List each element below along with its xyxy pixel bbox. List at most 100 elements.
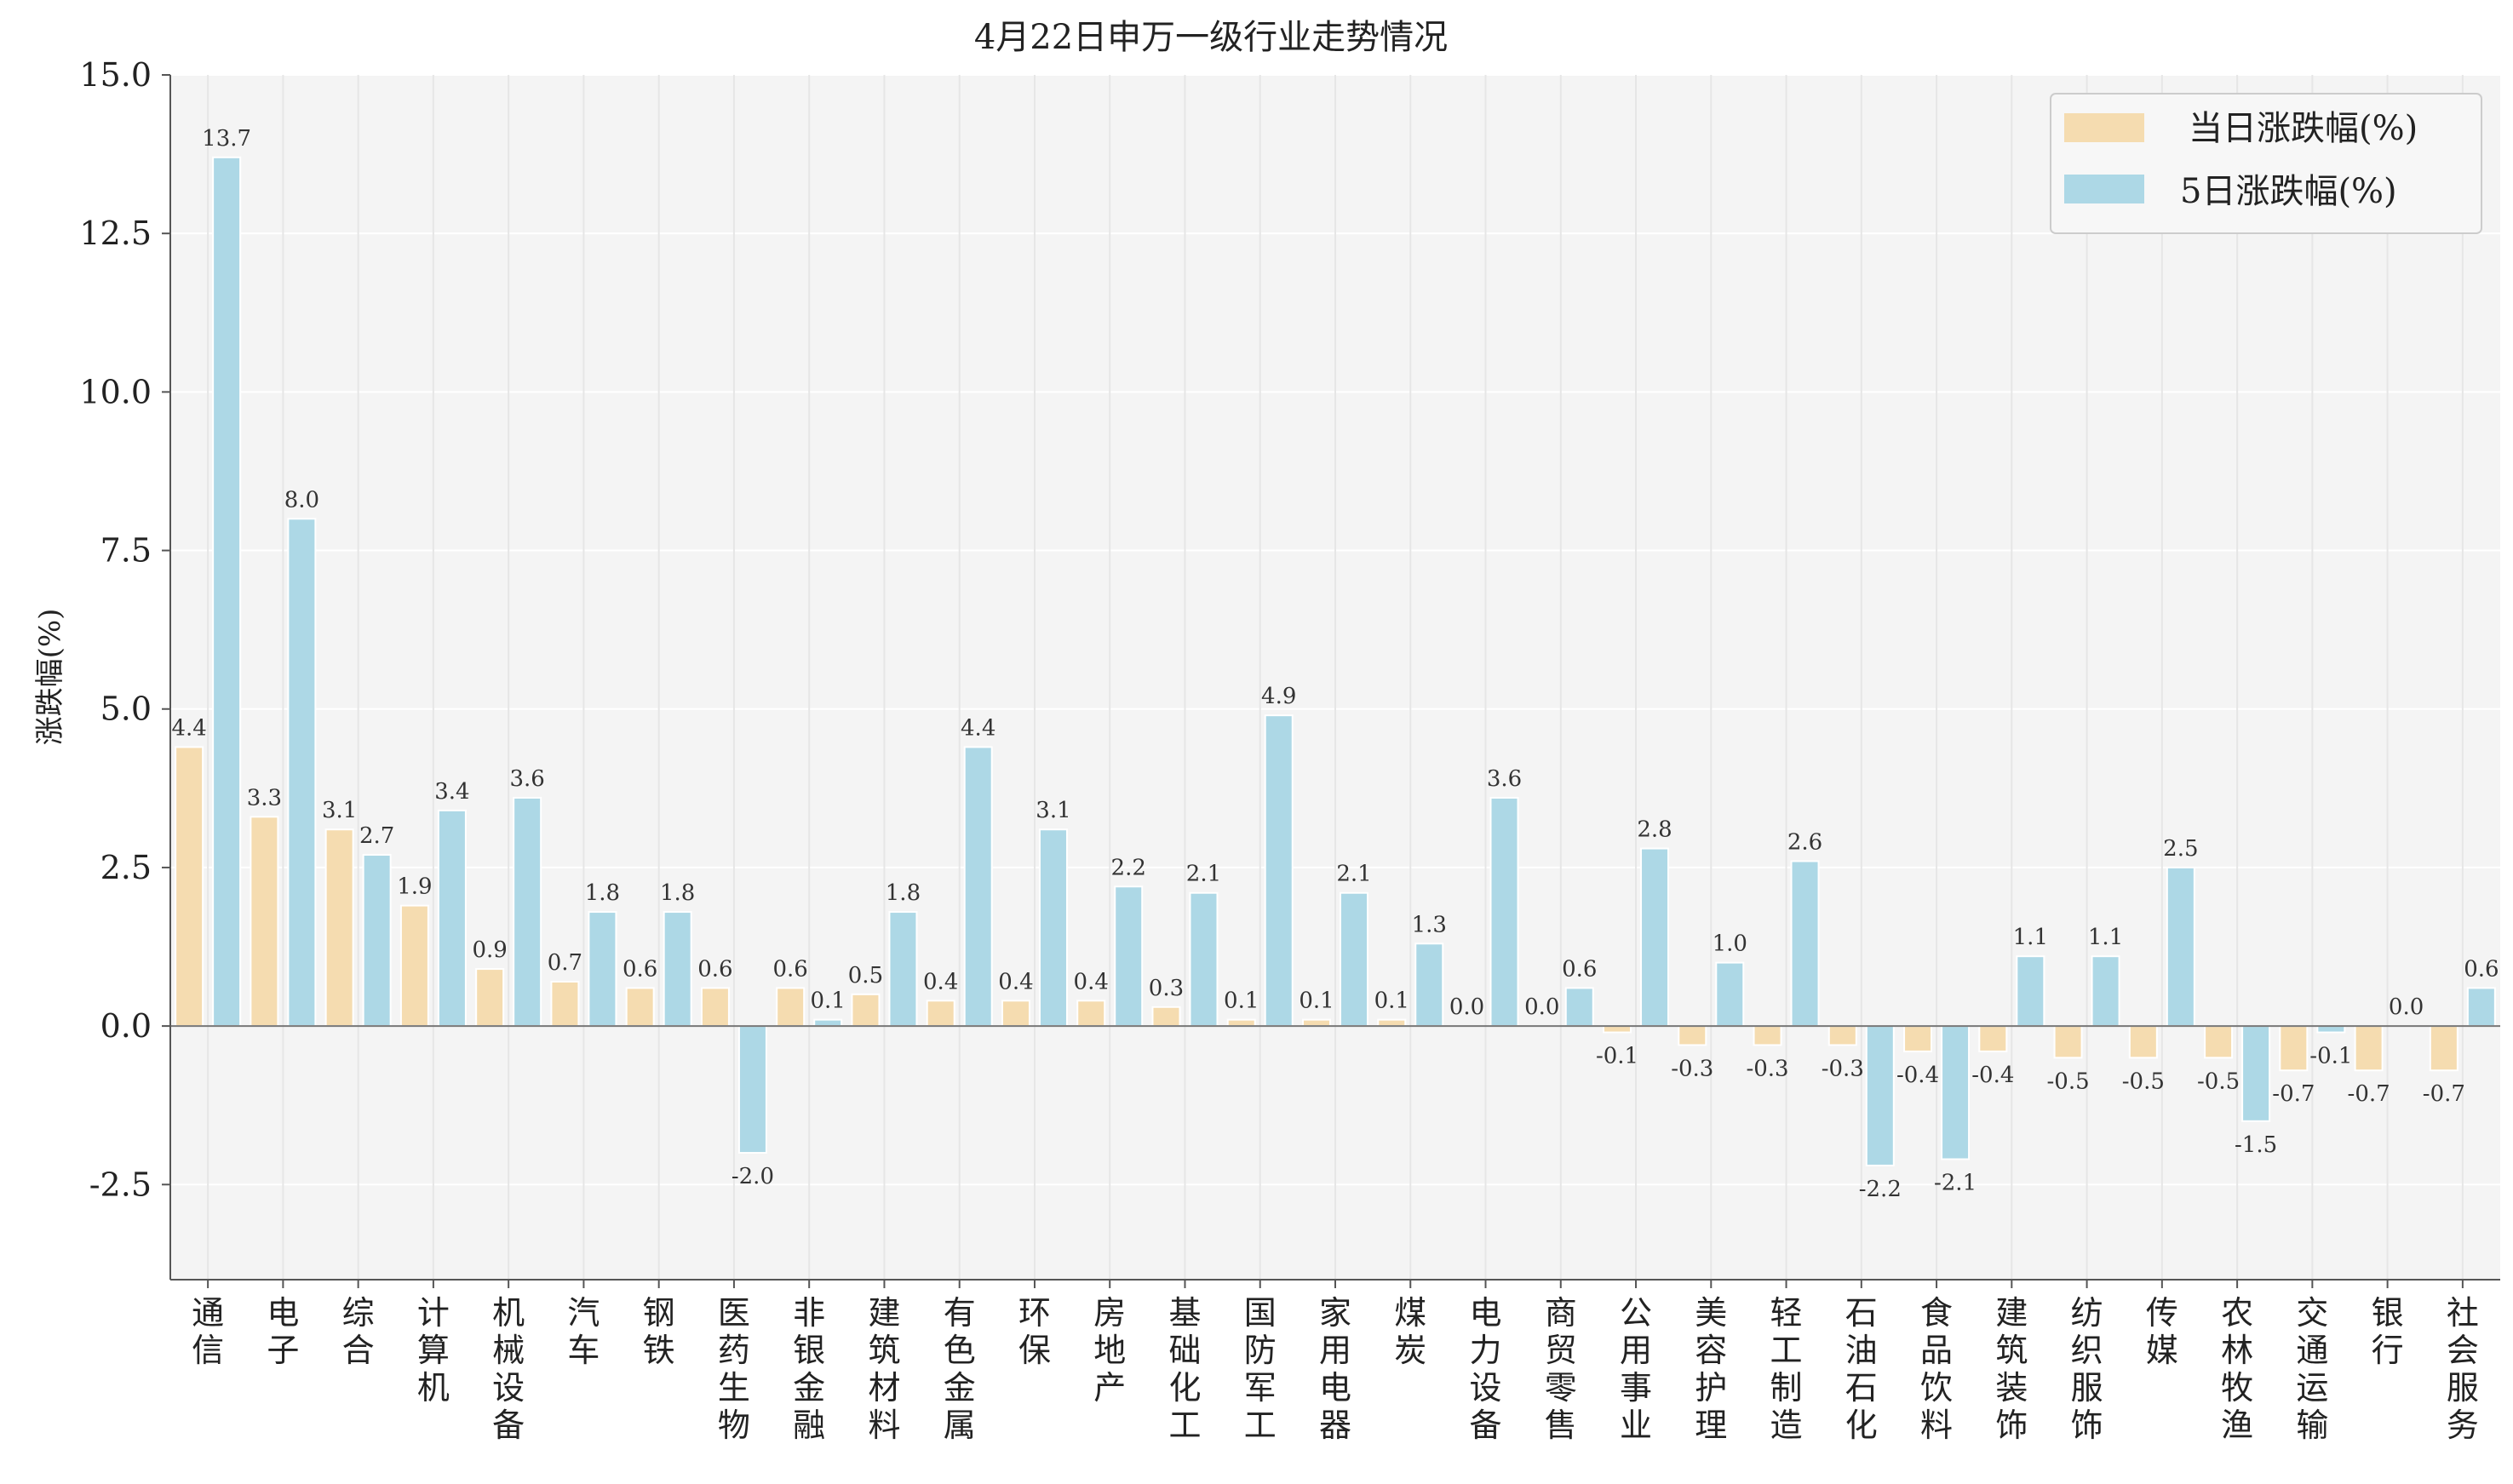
bar-label-5day: 1.0: [1713, 931, 1747, 957]
bar-5day: [1038, 828, 1068, 1028]
x-tick-label: 非银金融: [793, 1294, 825, 1444]
x-tick-label: 家用电器: [1319, 1294, 1351, 1444]
x-tick-label: 社会服务: [2447, 1294, 2479, 1444]
bar-daily: [1302, 1018, 1331, 1028]
bar-daily: [1226, 1018, 1256, 1028]
x-tick-label: 环保: [1018, 1294, 1051, 1369]
bar-label-daily: -0.5: [2122, 1069, 2165, 1094]
bar-5day: [1414, 943, 1444, 1028]
bar-5day: [287, 518, 317, 1028]
bar-daily: [475, 968, 505, 1028]
bar-daily: [1603, 1025, 1632, 1034]
bar-label-5day: -0.1: [2309, 1044, 2352, 1069]
x-tick-label: 食品饮料: [1920, 1294, 1953, 1444]
bar-5day: [588, 911, 617, 1028]
bar-label-5day: 2.1: [1336, 862, 1371, 887]
x-tick-label: 交通运输: [2296, 1294, 2328, 1444]
bar-label-daily: -0.7: [2348, 1081, 2390, 1107]
legend-label-5day: 5日涨跌幅(%): [2180, 172, 2397, 211]
bar-daily: [2429, 1025, 2458, 1072]
x-tick-label: 国防军工: [1244, 1294, 1277, 1444]
bar-daily: [550, 980, 580, 1028]
bar-5day: [2091, 955, 2120, 1028]
bar-label-daily: 0.6: [623, 956, 657, 982]
bar-5day: [1715, 961, 1745, 1028]
bar-label-daily: 0.4: [923, 969, 958, 994]
y-tick-label: 15.0: [79, 56, 152, 94]
bars: [175, 156, 2496, 1166]
bar-label-daily: -0.4: [1971, 1063, 2014, 1088]
bar-label-daily: 0.7: [548, 950, 582, 976]
bar-5day: [963, 746, 993, 1028]
y-tick-label: 0.0: [100, 1007, 152, 1045]
bar-5day: [1189, 891, 1219, 1028]
bar-label-daily: 0.1: [1299, 988, 1334, 1014]
y-axis-ticks: -2.5 0.0 2.5 5.0 7.5 10.0 12.5 15.0: [79, 56, 170, 1203]
x-tick-label: 综合: [342, 1294, 375, 1369]
bar-daily: [1753, 1025, 1782, 1046]
bar-label-daily: 0.5: [848, 963, 883, 988]
y-tick-label: 2.5: [100, 849, 152, 886]
bar-5day: [1489, 797, 1519, 1028]
bar-daily: [324, 828, 354, 1028]
x-tick-label: 农林牧渔: [2221, 1294, 2253, 1444]
bar-daily: [625, 987, 655, 1028]
bar-label-5day: 3.1: [1036, 798, 1070, 823]
bar-label-daily: 0.4: [1074, 969, 1109, 994]
bar-5day: [1114, 885, 1144, 1028]
bar-daily: [776, 987, 806, 1028]
bar-label-daily: -0.5: [2197, 1069, 2240, 1094]
x-tick-label: 有色金属: [944, 1294, 976, 1444]
bar-label-daily: 0.0: [1524, 994, 1559, 1020]
bar-5day: [888, 911, 918, 1028]
bar-label-5day: 1.8: [660, 880, 695, 906]
bar-label-daily: 0.1: [1374, 988, 1409, 1014]
x-tick-label: 建筑装饰: [1995, 1294, 2028, 1444]
bar-5day: [1790, 860, 1820, 1028]
y-tick-label: 12.5: [79, 215, 152, 252]
y-axis-label: 涨跌幅(%): [33, 609, 67, 746]
bar-label-daily: -0.3: [1746, 1056, 1788, 1081]
bar-5day: [2241, 1025, 2271, 1122]
bar-5day: [663, 911, 692, 1028]
bar-daily: [1076, 1000, 1106, 1028]
bar-label-5day: 1.1: [2088, 925, 2123, 950]
bar-5day: [362, 854, 392, 1028]
bar-label-daily: 1.9: [397, 874, 432, 900]
bar-label-daily: -0.4: [1896, 1063, 1939, 1088]
gridlines: [170, 74, 2500, 1280]
bar-label-5day: 0.6: [1562, 956, 1597, 982]
bar-5day: [1865, 1025, 1895, 1166]
bar-label-5day: 2.2: [1111, 855, 1146, 880]
bar-label-5day: 1.8: [585, 880, 620, 906]
bar-daily: [851, 993, 881, 1028]
bar-value-labels: 4.4 3.3 3.1 1.9 0.9 0.7 0.6 0.6 0.6 0.5 0.4 0.4 0.4 0…: [171, 126, 2499, 1202]
bar-daily: [700, 987, 730, 1028]
bar-daily: [2354, 1025, 2384, 1072]
bar-5day: [813, 1018, 843, 1028]
bar-label-daily: 0.3: [1149, 976, 1184, 1001]
bar-daily: [1151, 1006, 1181, 1028]
bar-5day: [513, 797, 542, 1028]
bar-daily: [2053, 1025, 2083, 1059]
y-tick-label: 7.5: [100, 532, 152, 570]
bar-label-daily: 0.1: [1224, 988, 1259, 1014]
x-tick-label: 电力设备: [1470, 1294, 1502, 1444]
legend-frame: [2050, 93, 2482, 234]
bar-label-5day: 8.0: [284, 487, 319, 513]
bar-label-daily: 0.6: [697, 956, 732, 982]
bar-label-5day: 2.6: [1787, 829, 1822, 855]
bar-5day: [1340, 891, 1368, 1028]
chart-title: 4月22日申万一级行业走势情况: [974, 18, 1448, 57]
bar-daily: [1827, 1025, 1857, 1046]
bar-label-daily: 3.3: [247, 785, 282, 811]
bar-label-5day: 3.6: [509, 766, 544, 792]
bar-5day: [1264, 714, 1294, 1028]
bar-5day: [2166, 866, 2195, 1028]
bar-5day: [2316, 1025, 2346, 1034]
bar-daily: [399, 904, 429, 1028]
x-tick-label: 纺织服饰: [2071, 1294, 2103, 1444]
x-tick-label: 房地产: [1093, 1294, 1126, 1407]
bar-label-5day: 1.1: [2013, 925, 2048, 950]
